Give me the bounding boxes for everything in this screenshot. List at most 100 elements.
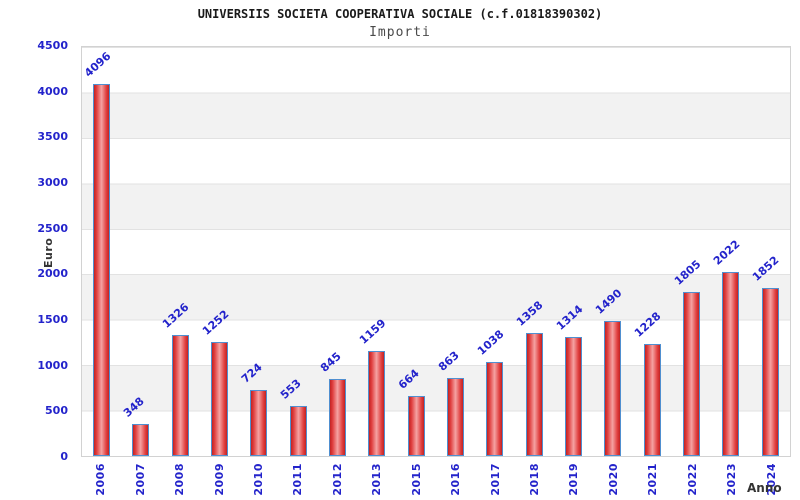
y-tick-label: 3500: [37, 130, 68, 144]
x-label-slot: 2010: [239, 463, 278, 499]
bar-slot: 1805: [672, 47, 711, 456]
x-label-slot: 2018: [515, 463, 554, 499]
bar-slot: 1326: [160, 47, 200, 456]
x-axis-label-2019: 2019: [567, 463, 581, 496]
bar-slot: 4096: [82, 47, 121, 456]
bar-value-label: 1228: [632, 309, 664, 341]
x-label-slot: 2016: [436, 463, 475, 499]
bar-value-label: 724: [238, 360, 265, 386]
bar-slot: 1252: [200, 47, 239, 456]
bars-row: 4096 348 1326 1252 724 553 845 1159 664 863 1038 13…: [82, 47, 790, 456]
bar-value-label: 1805: [671, 257, 704, 288]
bar-slot: 664: [396, 47, 436, 456]
x-label-slot: 2013: [357, 463, 396, 499]
bar-2019[interactable]: [565, 336, 583, 456]
y-tick-label: 4500: [37, 39, 68, 52]
bar-2008[interactable]: [171, 335, 189, 456]
bar-value-label: 553: [278, 376, 305, 402]
bar-slot: 863: [436, 47, 475, 456]
bar-slot: 1228: [632, 47, 672, 456]
x-label-slot: 2023: [712, 463, 751, 499]
chart-subtitle: Importi: [369, 25, 431, 40]
bar-2016[interactable]: [447, 377, 465, 456]
bar-slot: 348: [121, 47, 160, 456]
bar-value-label: 4096: [81, 49, 114, 80]
x-label-slot: 2022: [673, 463, 712, 499]
y-tick-label: 2000: [37, 267, 68, 281]
chart-title: UNIVERSIIS SOCIETA COOPERATIVA SOCIALE (…: [197, 7, 603, 21]
x-axis-title: Anno: [747, 481, 782, 495]
bar-value-label: 348: [120, 395, 147, 421]
x-label-slot: 2011: [278, 463, 317, 499]
x-axis-label-2009: 2009: [212, 463, 226, 496]
bar-2006[interactable]: [93, 83, 111, 456]
bar-2018[interactable]: [525, 332, 543, 456]
x-label-slot: 2006: [81, 463, 120, 499]
x-axis-label-2018: 2018: [528, 463, 542, 496]
bar-slot: 1038: [475, 47, 514, 456]
x-axis-label-2012: 2012: [330, 463, 344, 496]
x-axis-label-2023: 2023: [725, 463, 739, 496]
y-axis-ticks: 0 500 1000 1500 2000 2500 3000 3500 4000 4500: [0, 39, 74, 463]
bar-slot: 1358: [514, 47, 554, 456]
bar-2022[interactable]: [683, 291, 701, 456]
y-tick-label: 500: [45, 404, 68, 418]
y-tick-label: 4000: [37, 84, 68, 98]
bar-value-label: 1490: [592, 286, 625, 317]
x-label-slot: 2007: [120, 463, 159, 499]
bar-2013[interactable]: [368, 350, 386, 456]
bar-value-label: 1252: [199, 307, 232, 338]
bar-2010[interactable]: [250, 390, 268, 456]
bar-slot: 724: [239, 47, 278, 456]
x-axis-label-2016: 2016: [449, 463, 463, 496]
bar-slot: 1314: [554, 47, 593, 456]
x-axis-label-2021: 2021: [646, 463, 660, 496]
bar-value-label: 664: [396, 366, 423, 392]
y-tick-label: 0: [60, 450, 68, 463]
plot-area: 4096 348 1326 1252 724 553 845 1159 664 863 1038 13…: [81, 46, 791, 457]
x-axis-label-2020: 2020: [606, 463, 620, 496]
x-label-slot: 2019: [554, 463, 593, 499]
bar-2007[interactable]: [132, 424, 150, 456]
x-axis-label-2006: 2006: [94, 463, 108, 496]
x-axis-label-2010: 2010: [251, 463, 265, 496]
x-label-slot: 2012: [318, 463, 357, 499]
x-label-slot: 2020: [594, 463, 633, 499]
x-axis-label-2022: 2022: [685, 463, 699, 496]
bar-2021[interactable]: [643, 344, 661, 456]
bar-value-label: 2022: [710, 237, 743, 268]
x-axis-label-2015: 2015: [409, 463, 423, 496]
x-label-slot: 2009: [199, 463, 238, 499]
x-axis-label-2013: 2013: [370, 463, 384, 496]
y-tick-label: 2500: [37, 221, 68, 235]
bar-2011[interactable]: [289, 405, 307, 456]
x-axis-label-2017: 2017: [488, 463, 502, 496]
bar-value-label: 1038: [474, 327, 507, 358]
bar-slot: 1852: [750, 47, 790, 456]
bar-slot: 845: [318, 47, 357, 456]
bar-slot: 553: [278, 47, 318, 456]
bar-2017[interactable]: [486, 361, 504, 456]
bar-value-label: 1326: [160, 301, 192, 332]
x-axis-label-2011: 2011: [291, 463, 305, 496]
bar-2015[interactable]: [407, 395, 425, 456]
bar-slot: 2022: [711, 47, 750, 456]
bar-2009[interactable]: [211, 342, 229, 456]
x-label-slot: 2015: [397, 463, 436, 499]
x-axis-labels: 2006 2007 2008 2009 2010 2011 2012 2013 2015 2016…: [81, 463, 791, 499]
bar-slot: 1490: [593, 47, 632, 456]
bar-value-label: 1358: [514, 298, 546, 329]
bar-2023[interactable]: [722, 272, 740, 456]
x-axis-label-2007: 2007: [133, 463, 147, 496]
y-tick-label: 3000: [37, 175, 68, 189]
x-axis-label-2008: 2008: [173, 463, 187, 496]
x-label-slot: 2021: [633, 463, 672, 499]
y-tick-label: 1000: [37, 358, 68, 372]
y-tick-label: 1500: [37, 312, 68, 326]
bar-2012[interactable]: [329, 379, 347, 456]
bar-2020[interactable]: [604, 320, 622, 456]
bar-slot: 1159: [357, 47, 396, 456]
bar-2024[interactable]: [761, 287, 779, 456]
bar-value-label: 1159: [356, 316, 389, 347]
